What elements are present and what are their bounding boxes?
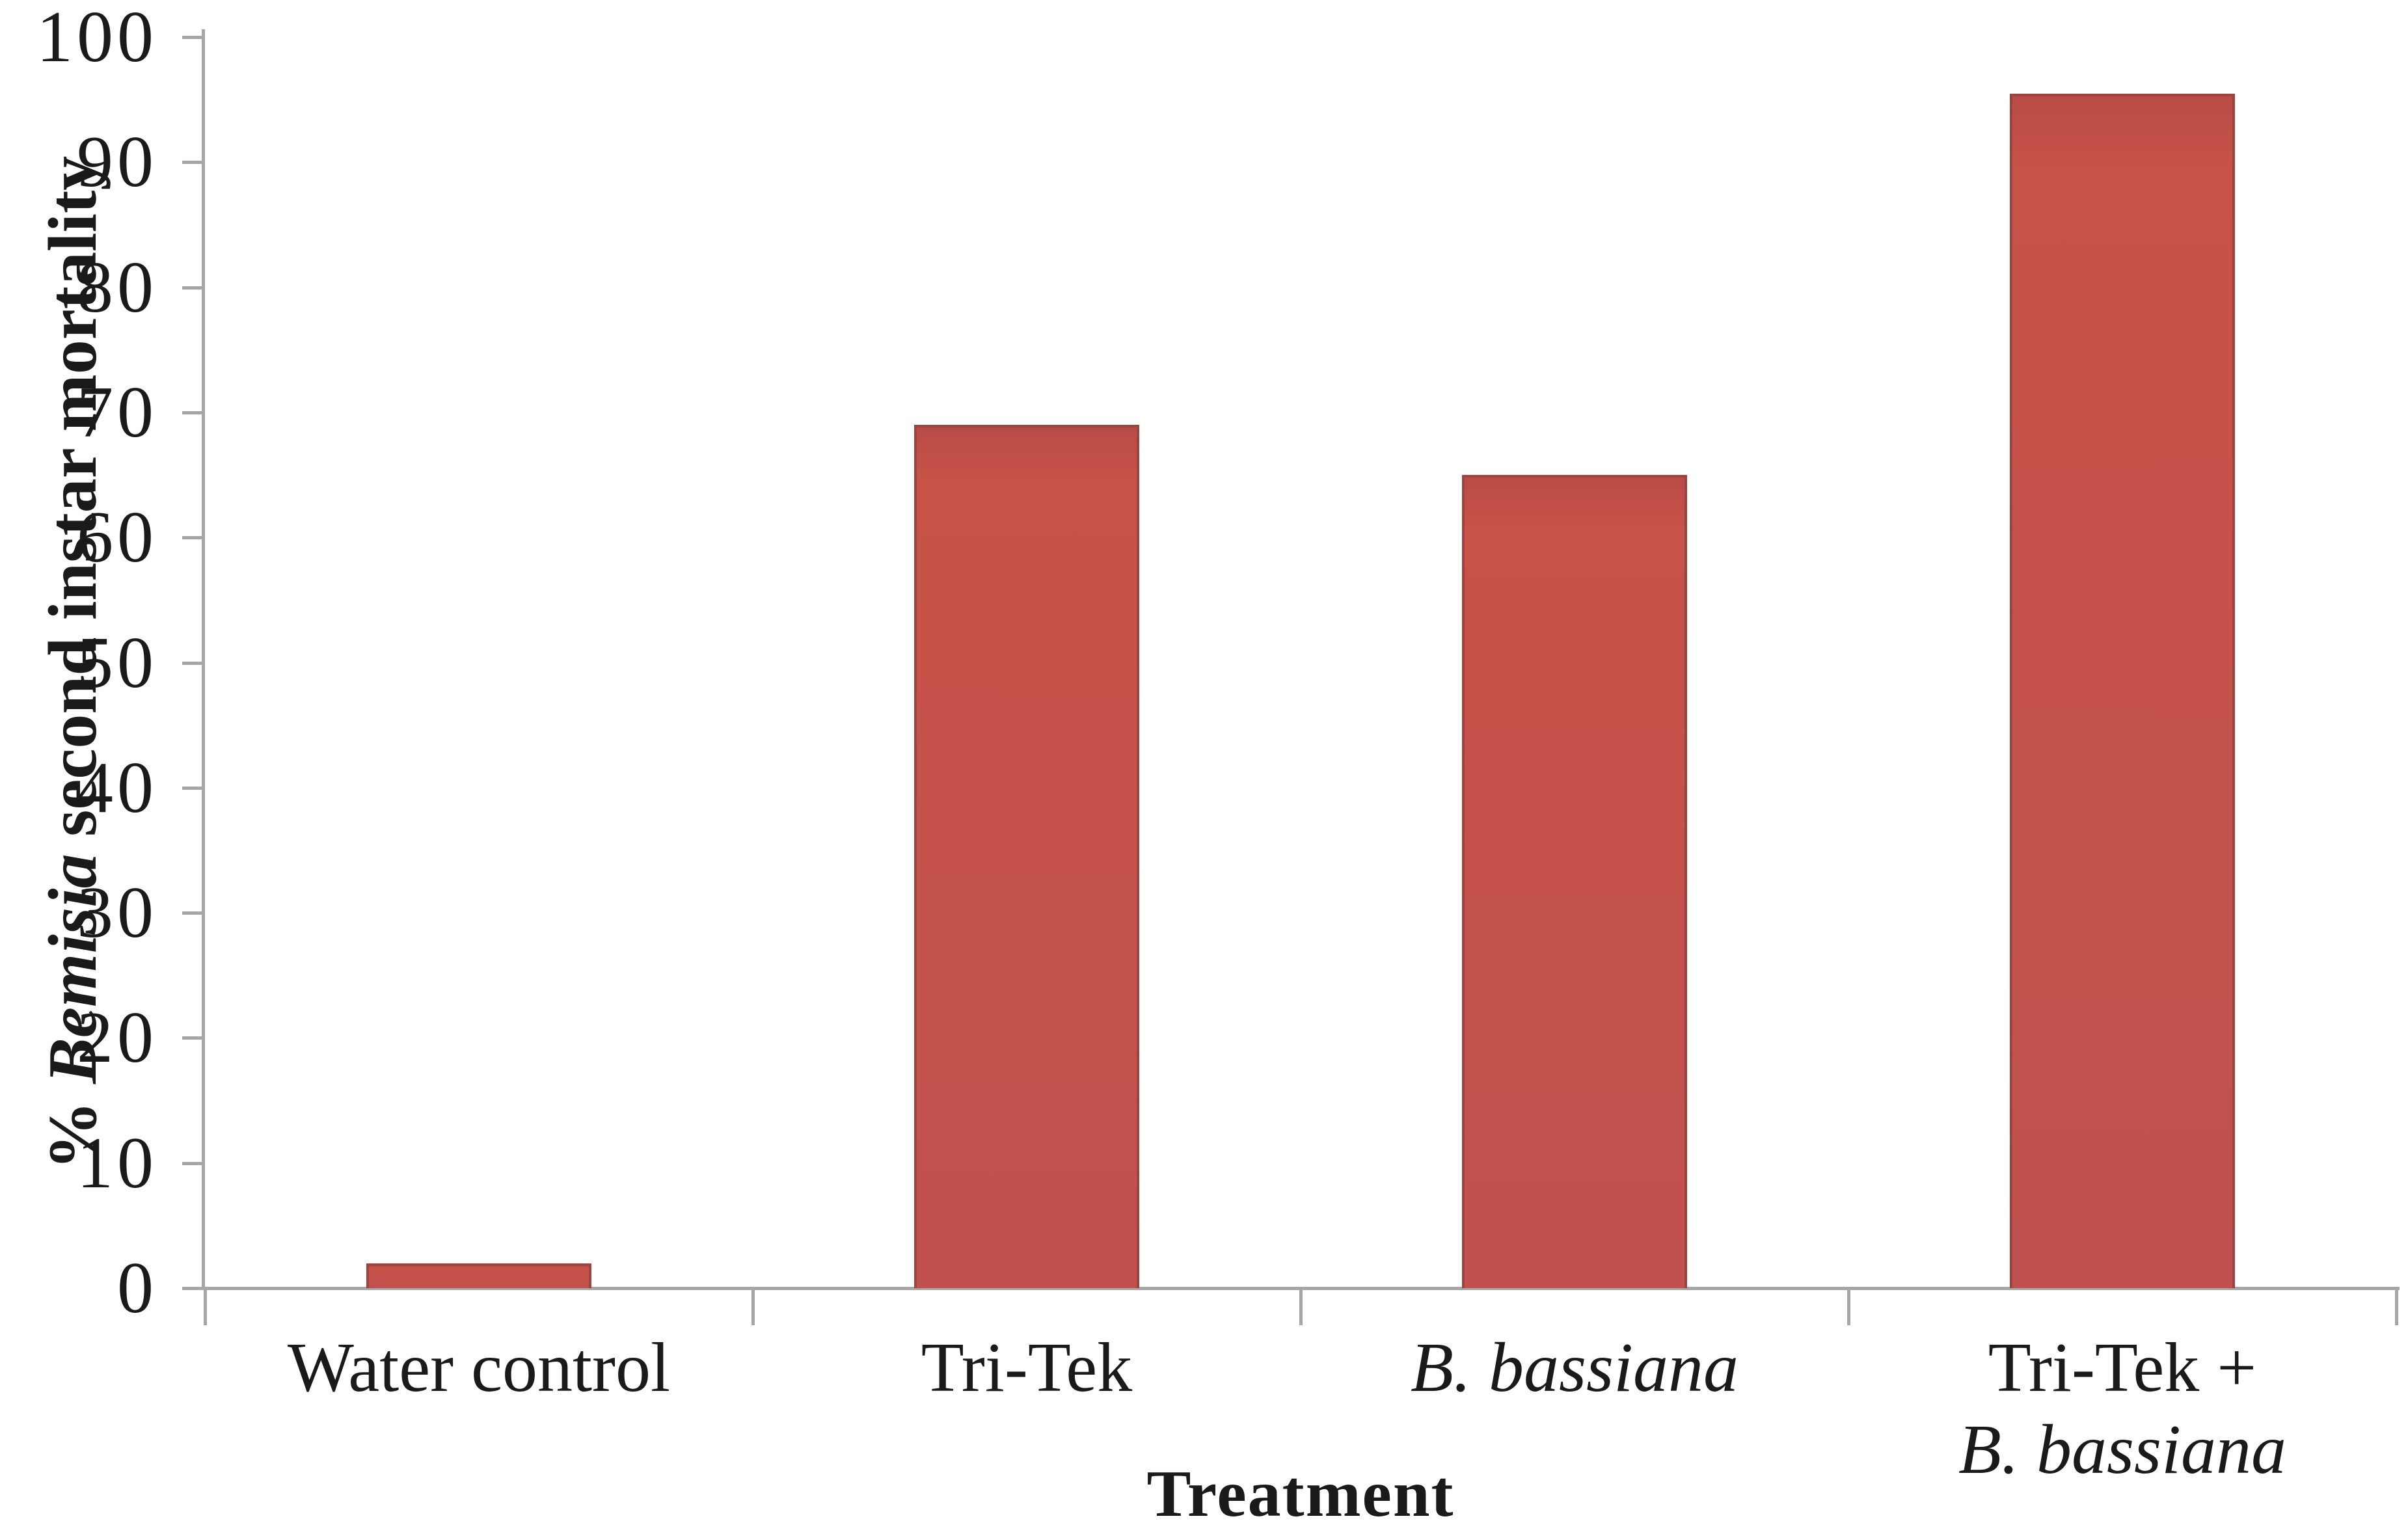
x-category-label-text: B. bassiana	[1410, 1329, 1739, 1407]
y-tick-20	[182, 1036, 202, 1040]
y-tick-10	[182, 1162, 202, 1165]
x-axis-title: Treatment	[1146, 1457, 1455, 1531]
y-axis-line	[202, 29, 205, 1290]
y-tick-0	[182, 1287, 202, 1290]
x-category-label-text: Tri-Tek	[921, 1329, 1133, 1407]
y-tick-80	[182, 286, 202, 290]
y-tick-label-100: 100	[36, 0, 157, 77]
y-tick-40	[182, 787, 202, 790]
bar-b-bassiana	[1462, 475, 1687, 1288]
bar-tri-tek-b-bassiana	[2010, 94, 2235, 1288]
x-category-label-water-control: Water control	[186, 1327, 772, 1409]
y-tick-100	[182, 36, 202, 39]
x-category-label-tri-tek-b-bassiana: Tri-Tek + B. bassiana	[1830, 1327, 2408, 1491]
y-tick-label-40: 40	[77, 748, 157, 828]
y-tick-label-0: 0	[117, 1248, 157, 1328]
x-category-label-b-bassiana: B. bassiana	[1282, 1327, 1867, 1409]
y-tick-label-90: 90	[77, 122, 157, 202]
x-category-label-text: Tri-Tek +	[1988, 1329, 2257, 1407]
y-tick-50	[182, 662, 202, 665]
bar-water-control	[366, 1263, 591, 1288]
y-tick-label-30: 30	[77, 872, 157, 953]
x-category-label-tri-tek: Tri-Tek	[734, 1327, 1319, 1409]
y-tick-label-80: 80	[77, 247, 157, 328]
x-tick-0	[204, 1288, 207, 1325]
x-tick-3	[1847, 1288, 1850, 1325]
y-tick-label-70: 70	[77, 372, 157, 453]
y-tick-label-20: 20	[77, 997, 157, 1078]
y-tick-70	[182, 411, 202, 414]
x-tick-2	[1299, 1288, 1303, 1325]
y-tick-90	[182, 161, 202, 164]
y-tick-60	[182, 536, 202, 539]
x-tick-4	[2395, 1288, 2398, 1325]
y-tick-30	[182, 911, 202, 915]
x-category-label-text: Water control	[287, 1329, 671, 1407]
y-tick-label-50: 50	[77, 623, 157, 703]
y-tick-label-10: 10	[77, 1123, 157, 1204]
y-tick-label-60: 60	[77, 497, 157, 578]
x-tick-1	[751, 1288, 755, 1325]
bar-tri-tek	[914, 425, 1139, 1288]
x-category-label-text: B. bassiana	[1958, 1411, 2287, 1489]
